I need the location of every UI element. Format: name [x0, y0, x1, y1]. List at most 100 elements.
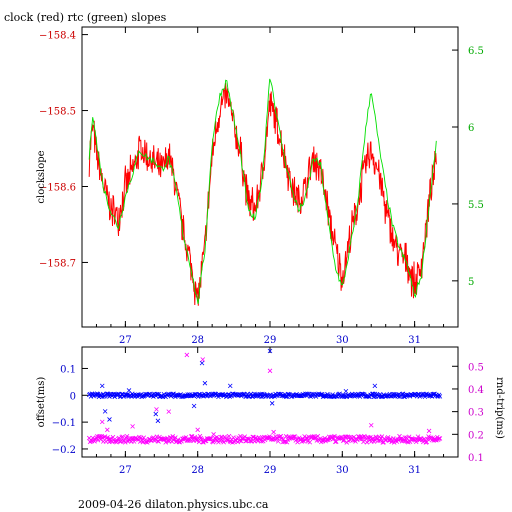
- rnd-trip-point: [250, 434, 255, 440]
- rnd-trip-point: [179, 439, 184, 444]
- rnd-trip-point: [274, 435, 279, 441]
- rnd-trip-point: [158, 436, 163, 441]
- rnd-trip-point: [332, 433, 337, 439]
- y-tick-label: 0: [70, 391, 76, 402]
- rnd-trip-outlier-point: [368, 422, 374, 428]
- rnd-trip-point: [385, 434, 391, 440]
- rnd-trip-outlier-point: [267, 368, 273, 374]
- offset-outlier-point: [99, 383, 105, 389]
- chart-title: clock (red) rtc (green) slopes: [4, 11, 167, 24]
- y-tick-label: −0.1: [52, 418, 76, 429]
- y-tick-label: 0.1: [60, 364, 76, 375]
- rnd-trip-outlier-point: [195, 427, 200, 433]
- offset-point: [297, 393, 303, 399]
- rnd-trip-point: [406, 434, 412, 440]
- offset-point: [437, 394, 443, 399]
- y-tick-label: −158.5: [39, 107, 76, 118]
- rnd-trip-point: [402, 435, 408, 440]
- rnd-trip-point: [189, 434, 195, 439]
- rnd-trip-outlier-point: [166, 409, 172, 414]
- rnd-trip-point: [90, 435, 96, 441]
- rnd-trip-outlier-point: [99, 419, 105, 425]
- offset-outlier-point: [199, 360, 205, 366]
- right-y-tick-label: 0.1: [468, 453, 484, 464]
- rnd-trip-point: [165, 435, 170, 441]
- offset-outlier-point: [126, 388, 132, 393]
- right-y-tick-label: 5: [468, 277, 474, 288]
- offset-outlier-point: [202, 380, 208, 386]
- rnd-trip-point: [350, 437, 356, 443]
- x-tick-label: 27: [119, 465, 132, 476]
- rnd-trip-point: [141, 435, 147, 440]
- rnd-trip-point: [116, 435, 122, 441]
- rnd-trip-point: [202, 438, 208, 444]
- rnd-trip-point: [436, 436, 442, 441]
- right-y-tick-label: 6: [468, 123, 474, 134]
- right-y-tick-label: 0.3: [468, 408, 484, 419]
- offset-outlier-point: [155, 418, 161, 424]
- rnd-trip-point: [242, 434, 248, 439]
- x-tick-label: 30: [336, 465, 349, 476]
- slopes-tick-labels: 27 28 29 30 31 −158.4 −158.5 −158.6 −158.7 6.5 6 5.…: [39, 31, 484, 346]
- rnd-trip-point: [259, 439, 264, 444]
- offset-outlier-point: [107, 417, 112, 422]
- rnd-trip-point: [170, 434, 176, 439]
- rnd-trip-point: [333, 439, 338, 445]
- slopes-y-axis-label: clockslope: [36, 150, 47, 203]
- rnd-trip-point: [275, 439, 281, 444]
- y-tick-label: −158.6: [39, 182, 76, 193]
- slopes-panel: 27 28 29 30 31 −158.4 −158.5 −158.6 −158.7 6.5 6 5.…: [36, 26, 484, 346]
- offset-outlier-point: [191, 403, 197, 409]
- offset-series: [86, 348, 443, 445]
- x-tick-label: 31: [408, 465, 421, 476]
- offset-panel: 27 28 29 30 31 0.1 0 −0.1 −0.2 0.5 0.4 0.3 0.2 0.1 of…: [36, 346, 505, 476]
- rnd-trip-outlier-point: [130, 424, 135, 429]
- x-tick-label: 27: [119, 335, 132, 346]
- rnd-trip-point: [117, 439, 123, 444]
- rnd-trip-point: [364, 440, 370, 445]
- rnd-trip-point: [437, 436, 443, 441]
- offset-point: [156, 391, 161, 397]
- rnd-trip-point: [122, 440, 128, 445]
- offset-point: [260, 391, 265, 397]
- rnd-trip-point: [120, 434, 125, 439]
- rnd-trip-point: [351, 434, 357, 440]
- y-tick-label: −158.7: [39, 258, 76, 269]
- offset-point: [400, 391, 406, 397]
- rnd-trip-point: [97, 434, 103, 439]
- rnd-trip-point: [188, 434, 194, 439]
- right-y-tick-label: 0.2: [468, 430, 484, 441]
- rnd-trip-outlier-point: [271, 429, 276, 435]
- offset-point: [378, 394, 384, 399]
- rnd-trip-point: [183, 435, 189, 440]
- rnd-trip-outlier-point: [211, 432, 216, 437]
- rnd-trip-point: [163, 440, 168, 445]
- x-tick-label: 30: [336, 335, 349, 346]
- offset-outlier-point: [227, 383, 233, 389]
- right-y-tick-label: 0.4: [468, 385, 484, 396]
- offset-outlier-point: [102, 409, 108, 414]
- slopes-series: [88, 78, 437, 306]
- rnd-trip-point: [415, 434, 421, 439]
- rnd-trip-outlier-point: [105, 427, 110, 433]
- x-tick-label: 29: [264, 335, 277, 346]
- rnd-trip-outlier-point: [200, 357, 206, 362]
- right-y-tick-label: 0.5: [468, 362, 484, 373]
- rnd-trip-point: [304, 435, 309, 441]
- slopes-ticks: [81, 27, 459, 327]
- x-tick-label: 28: [191, 335, 204, 346]
- offset-outlier-point: [153, 411, 159, 417]
- offset-outlier-point: [267, 348, 273, 354]
- offset-point: [195, 394, 201, 400]
- footer-text: 2009-04-26 dilaton.physics.ubc.ca: [78, 498, 269, 511]
- offset-ticks: [81, 347, 459, 458]
- offset-point: [422, 394, 428, 400]
- offset-point: [409, 392, 415, 398]
- offset-point: [119, 391, 125, 397]
- offset-point: [321, 393, 327, 399]
- offset-outlier-point: [343, 388, 349, 394]
- rnd-trip-outlier-point: [426, 428, 432, 434]
- rnd-trip-point: [292, 434, 298, 439]
